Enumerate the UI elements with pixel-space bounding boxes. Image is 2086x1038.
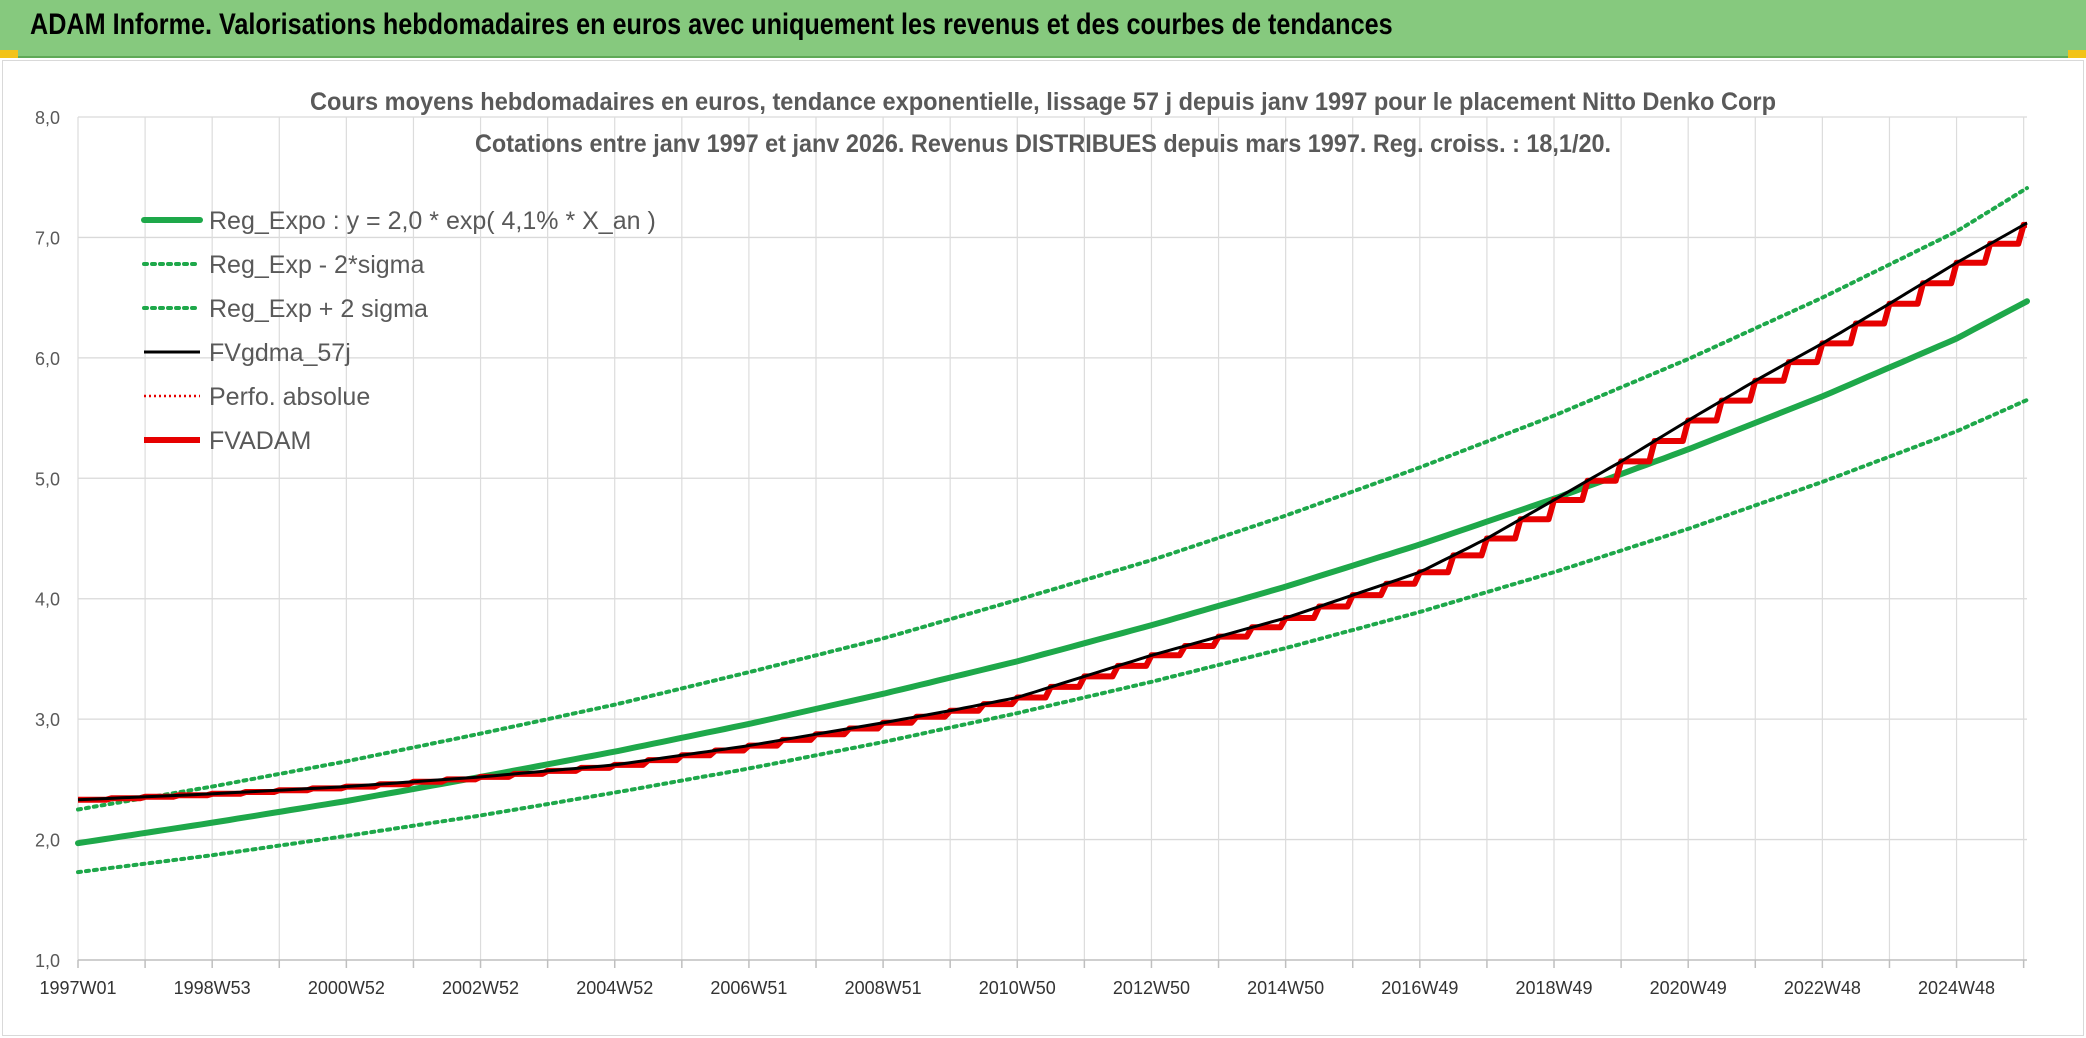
x-tick-label: 2020W49 — [1650, 978, 1727, 998]
chart-title-line1: Cours moyens hebdomadaires en euros, ten… — [310, 88, 1776, 116]
header-banner: ADAM Informe. Valorisations hebdomadaire… — [0, 0, 2086, 58]
tick-labels: 1,0 2,0 3,0 4,0 5,0 6,0 7,0 8,0 1997W01 1998W53 20… — [35, 108, 1995, 998]
x-tick-label: 1997W01 — [39, 978, 116, 998]
gridlines — [77, 116, 2027, 960]
axes — [77, 959, 2027, 968]
y-tick-label: 2,0 — [35, 831, 60, 851]
y-tick-label: 1,0 — [35, 951, 60, 971]
series-line-high — [76, 186, 2029, 812]
legend-entry-high: Reg_Exp + 2 sigma — [209, 295, 428, 323]
x-tick-label: 2004W52 — [576, 978, 653, 998]
legend-entry-perfo: Perfo. absolue — [209, 383, 370, 411]
legend-entry-low: Reg_Exp - 2*sigma — [209, 251, 424, 279]
x-tick-label: 2016W49 — [1381, 978, 1458, 998]
y-tick-label: 3,0 — [35, 710, 60, 730]
legend-entry-red: FVADAM — [209, 427, 311, 455]
y-tick-label: 7,0 — [35, 228, 60, 248]
legend-entry-black: FVgdma_57j — [209, 339, 351, 367]
x-tick-label: 1998W53 — [174, 978, 251, 998]
corner-marker-right — [2068, 50, 2086, 58]
x-tick-label: 2006W51 — [710, 978, 787, 998]
page-title: ADAM Informe. Valorisations hebdomadaire… — [30, 8, 1393, 41]
series-line-reg — [75, 298, 2030, 847]
x-tick-label: 2022W48 — [1784, 978, 1861, 998]
y-tick-label: 4,0 — [35, 590, 60, 610]
y-tick-label: 5,0 — [35, 469, 60, 489]
x-tick-label: 2002W52 — [442, 978, 519, 998]
x-tick-label: 2018W49 — [1515, 978, 1592, 998]
chart-title-line2: Cotations entre janv 1997 et janv 2026. … — [475, 130, 1611, 158]
x-tick-label: 2000W52 — [308, 978, 385, 998]
series-line-black — [77, 221, 2028, 802]
x-tick-label: 2014W50 — [1247, 978, 1324, 998]
legend: Reg_Expo : y = 2,0 * exp( 4,1% * X_an ) R… — [141, 207, 656, 455]
series-line-low — [76, 398, 2029, 875]
x-tick-label: 2012W50 — [1113, 978, 1190, 998]
x-tick-label: 2010W50 — [979, 978, 1056, 998]
x-tick-label: 2024W48 — [1918, 978, 1995, 998]
series-group — [75, 186, 2030, 875]
x-tick-label: 2008W51 — [845, 978, 922, 998]
y-tick-label: 8,0 — [35, 108, 60, 128]
y-tick-label: 6,0 — [35, 349, 60, 369]
corner-marker-left — [0, 50, 18, 58]
chart-frame — [2, 60, 2084, 1036]
legend-entry-reg: Reg_Expo : y = 2,0 * exp( 4,1% * X_an ) — [209, 207, 656, 235]
